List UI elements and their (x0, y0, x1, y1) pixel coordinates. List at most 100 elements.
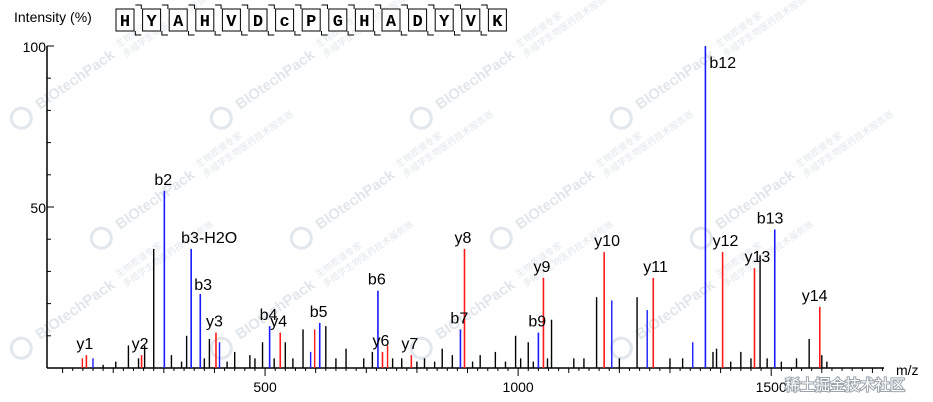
sequence-residue-box (381, 8, 401, 32)
watermark-logo-icon (689, 226, 713, 250)
x-minor-ticks (62, 368, 884, 376)
peak-label-y3: y3 (206, 314, 223, 331)
peak-label-b9: b9 (528, 314, 546, 331)
cleavage-marker-top (188, 4, 195, 9)
peak-label-b12: b12 (709, 55, 736, 72)
x-axis-label: m/z (896, 362, 919, 378)
sequence-residue: V (221, 4, 249, 36)
sequence-residue-letter: P (306, 13, 316, 32)
sequence-residue-box (195, 8, 215, 32)
watermark-brand-text: BIOtechPack (433, 276, 519, 343)
watermark-logo-icon (209, 336, 233, 360)
sequence-residue-letter: V (226, 13, 237, 32)
sequence-residue-letter: A (386, 13, 397, 32)
sequence-residue: V (461, 4, 488, 36)
sequence-residue-letter: Y (146, 13, 157, 32)
watermark-sub-text-2: 多组学生物医药技术服务商 (400, 108, 495, 180)
peak-label-y14: y14 (802, 288, 828, 305)
cleavage-marker-top (454, 4, 461, 9)
sequence-residue: H (195, 4, 222, 36)
sequence-residue-letter: H (200, 13, 210, 32)
sequence-residue-box (301, 8, 321, 32)
sequence-residue-letter: A (173, 13, 184, 32)
sequence-residue: H (354, 4, 382, 36)
peak-label-y2: y2 (132, 336, 149, 353)
watermark-brand-text: BIOtechPack (33, 276, 119, 343)
cleavage-marker-top (161, 4, 169, 9)
sequence-residue-box (248, 8, 268, 32)
peak-label-b13: b13 (757, 211, 784, 228)
corner-watermark-text: 稀土掘金技术社区 (785, 376, 905, 394)
x-tick-label: 500 (253, 379, 277, 395)
cleavage-marker-bottom (374, 31, 381, 36)
sequence-residue-letter: D (412, 13, 422, 32)
cleavage-marker-top (241, 4, 249, 9)
sequence-residue: Y (142, 4, 169, 36)
sequence-residue-letter: V (466, 13, 477, 32)
tick-labels: 500 1000 1500 50 100 (23, 39, 787, 395)
watermark-logo-icon (609, 106, 633, 130)
y-tick-label: 50 (30, 200, 46, 216)
sequence-residue: P (301, 4, 328, 36)
cleavage-marker-bottom (427, 31, 434, 36)
sequence-residue-box (354, 8, 374, 32)
cleavage-marker-bottom (454, 31, 461, 36)
watermark-sub-text-2: 多组学生物医药技术服务商 (520, 218, 615, 290)
cleavage-marker-bottom (267, 31, 275, 36)
watermark-sub-text-2: 多组学生物医药技术服务商 (200, 108, 295, 180)
watermark-sub-text-2: 多组学生物医药技术服务商 (800, 108, 895, 180)
sequence-residue-letter: Y (439, 13, 450, 32)
cleavage-marker-bottom (480, 31, 488, 36)
peak-label-b6: b6 (368, 272, 386, 289)
sequence-residue-letter: H (359, 13, 369, 32)
watermark-logo-icon (9, 106, 33, 130)
peak-label-y13: y13 (744, 249, 770, 266)
cleavage-marker-top (348, 4, 355, 9)
sequence-residue-letter: D (253, 13, 263, 32)
watermark-brand-text: BIOtechPack (513, 166, 599, 233)
cleavage-marker-bottom (188, 31, 195, 36)
sequence-residue-letter: K (492, 13, 503, 32)
watermark-logo-icon (9, 336, 33, 360)
cleavage-marker-top (135, 4, 142, 9)
cleavage-marker-bottom (294, 31, 301, 36)
sequence-residue-box (275, 8, 295, 32)
peak-label-y11: y11 (643, 259, 668, 276)
y-tick-label: 100 (23, 39, 47, 55)
sequence-residue-box (328, 8, 348, 32)
peak-label-b7: b7 (450, 310, 468, 327)
sequence-residue-box (221, 8, 241, 32)
cleavage-marker-bottom (134, 31, 142, 36)
sequence-residue: A (381, 4, 408, 36)
cleavage-marker-top (294, 4, 302, 9)
sequence-residue: H (115, 4, 142, 36)
sequence-residue-box (487, 8, 507, 32)
peak-label-b5: b5 (310, 304, 328, 321)
sequence-residue-box (115, 8, 135, 32)
sequence-residue-box (461, 8, 481, 32)
watermark-brand-text: BIOtechPack (433, 46, 519, 113)
sequence-residue-box (168, 8, 188, 32)
cleavage-marker-top (215, 4, 222, 9)
sequence-residue-box (408, 8, 428, 32)
peak-label-y4: y4 (270, 314, 287, 331)
sequence-residue-box (434, 8, 454, 32)
cleavage-marker-top (374, 4, 382, 9)
cleavage-marker-bottom (321, 31, 328, 36)
watermark-brand-text: BIOtechPack (33, 46, 119, 113)
watermark-brand-text: BIOtechPack (233, 46, 319, 113)
sequence-residue: Y (434, 4, 461, 36)
sequence-residue-letter: H (120, 13, 130, 32)
sequence-residue: D (408, 4, 435, 36)
peak-label-y8: y8 (454, 230, 471, 247)
peak-label-y6: y6 (372, 333, 389, 350)
cleavage-marker-top (321, 4, 328, 9)
x-tick-label: 1000 (503, 379, 534, 395)
peak-label-y7: y7 (401, 336, 418, 353)
peak-label-y12: y12 (713, 233, 739, 250)
